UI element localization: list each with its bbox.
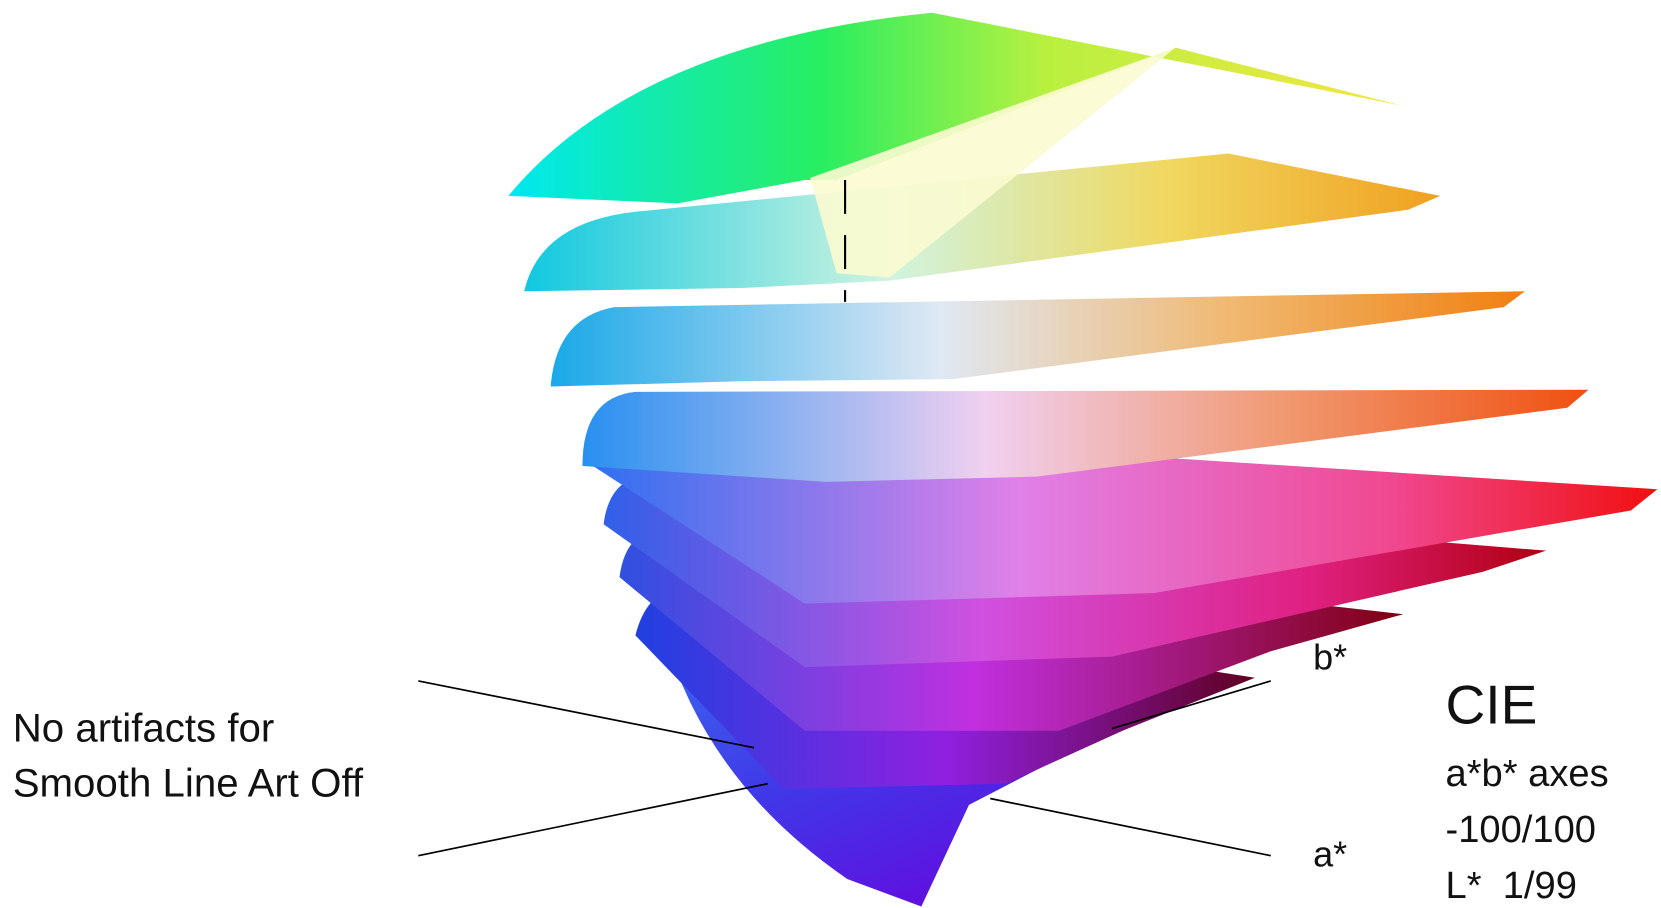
- a-axis: [418, 782, 768, 857]
- legend-line: -100/100: [1446, 808, 1596, 851]
- legend-line: a*b* axes: [1446, 752, 1609, 795]
- layer: [524, 153, 1441, 292]
- axis-label: b*: [1313, 636, 1347, 677]
- legend-title: CIE: [1446, 673, 1538, 735]
- axis-label: a*: [1313, 833, 1347, 874]
- gamut-solid: b* a* No artifacts for Smooth Line Art O…: [13, 12, 1658, 907]
- legend-line: L* 1/99: [1446, 864, 1577, 907]
- layer: [582, 389, 1589, 482]
- a-axis: [989, 797, 1271, 857]
- layer: [550, 291, 1525, 387]
- highlight: [810, 47, 1176, 278]
- b-axis: [1111, 680, 1272, 730]
- annotation: Smooth Line Art Off: [13, 760, 364, 805]
- axes: [418, 680, 1272, 857]
- annotation: No artifacts for: [13, 705, 275, 750]
- layer: [508, 12, 1404, 204]
- b-axis: [418, 680, 755, 749]
